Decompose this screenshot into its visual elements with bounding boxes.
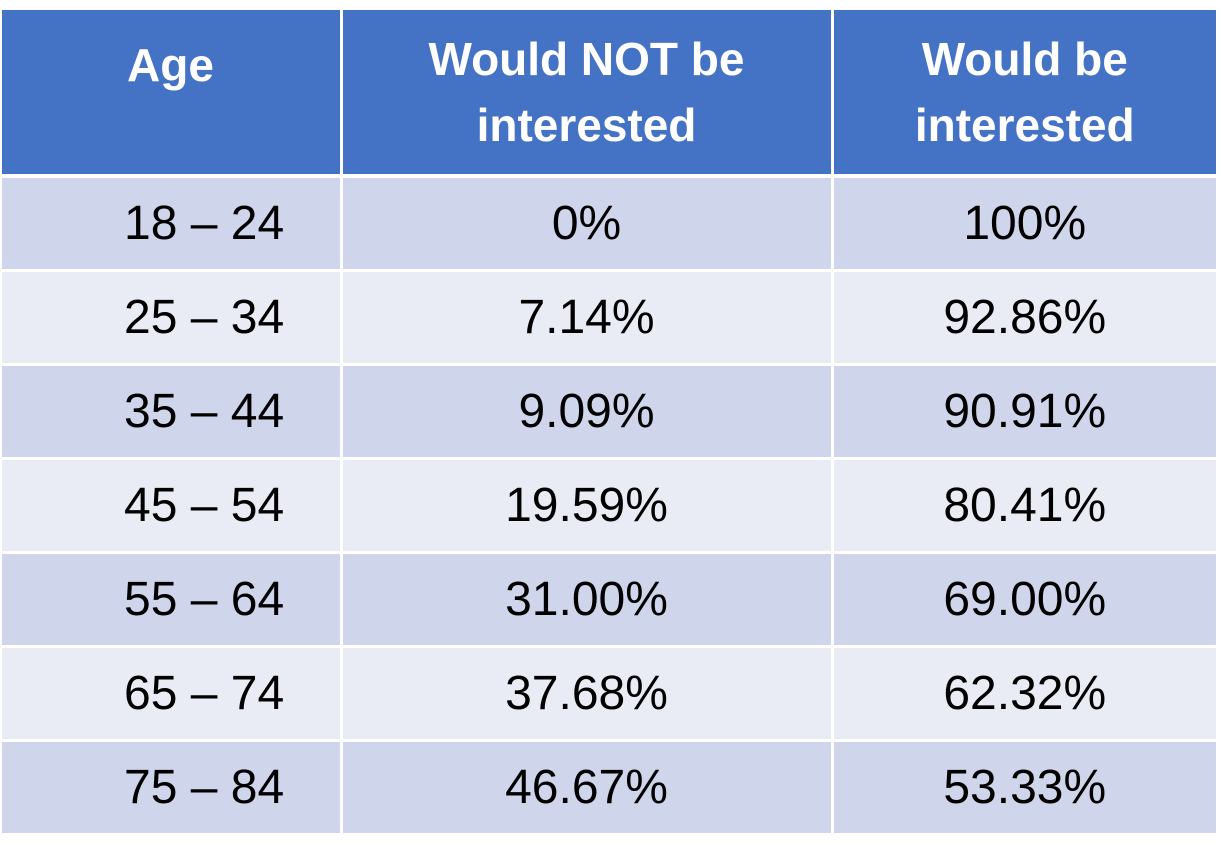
interested-cell: 92.86% <box>832 270 1216 366</box>
column-header-not-interested-line1: Would NOT be <box>428 33 745 85</box>
not-interested-cell: 37.68% <box>341 646 834 742</box>
table-row: 55 – 64 31.00% 69.00% <box>2 552 1216 648</box>
table-row: 65 – 74 37.68% 62.32% <box>2 646 1216 742</box>
column-header-not-interested: Would NOT be interested <box>341 10 834 178</box>
table-row: 25 – 34 7.14% 92.86% <box>2 270 1216 366</box>
table-header: Age Would NOT be interested Would be int… <box>2 10 1216 178</box>
table-body: 18 – 24 0% 100% 25 – 34 7.14% 92.86% 35 – 44 9.… <box>2 176 1216 836</box>
not-interested-cell: 19.59% <box>341 458 834 554</box>
interested-cell: 90.91% <box>832 364 1216 460</box>
column-header-interested: Would be interested <box>832 10 1216 178</box>
column-header-age: Age <box>2 10 343 178</box>
column-header-interested-line2: interested <box>914 99 1135 151</box>
not-interested-cell: 9.09% <box>341 364 834 460</box>
age-cell: 55 – 64 <box>2 552 343 648</box>
not-interested-cell: 31.00% <box>341 552 834 648</box>
table-row: 35 – 44 9.09% 90.91% <box>2 364 1216 460</box>
not-interested-cell: 7.14% <box>341 270 834 366</box>
age-cell: 35 – 44 <box>2 364 343 460</box>
interested-cell: 100% <box>832 176 1216 272</box>
interested-cell: 80.41% <box>832 458 1216 554</box>
table-row: 45 – 54 19.59% 80.41% <box>2 458 1216 554</box>
age-cell: 65 – 74 <box>2 646 343 742</box>
not-interested-cell: 0% <box>341 176 834 272</box>
interest-by-age-table-container: Age Would NOT be interested Would be int… <box>2 10 1216 836</box>
column-header-not-interested-line2: interested <box>476 99 697 151</box>
header-row: Age Would NOT be interested Would be int… <box>2 10 1216 178</box>
interested-cell: 69.00% <box>832 552 1216 648</box>
column-header-interested-line1: Would be <box>921 33 1128 85</box>
age-cell: 75 – 84 <box>2 740 343 836</box>
table-row: 75 – 84 46.67% 53.33% <box>2 740 1216 836</box>
interested-cell: 53.33% <box>832 740 1216 836</box>
not-interested-cell: 46.67% <box>341 740 834 836</box>
column-header-age-label: Age <box>127 39 214 91</box>
interest-by-age-table: Age Would NOT be interested Would be int… <box>2 10 1216 836</box>
age-cell: 25 – 34 <box>2 270 343 366</box>
table-row: 18 – 24 0% 100% <box>2 176 1216 272</box>
age-cell: 18 – 24 <box>2 176 343 272</box>
age-cell: 45 – 54 <box>2 458 343 554</box>
interested-cell: 62.32% <box>832 646 1216 742</box>
